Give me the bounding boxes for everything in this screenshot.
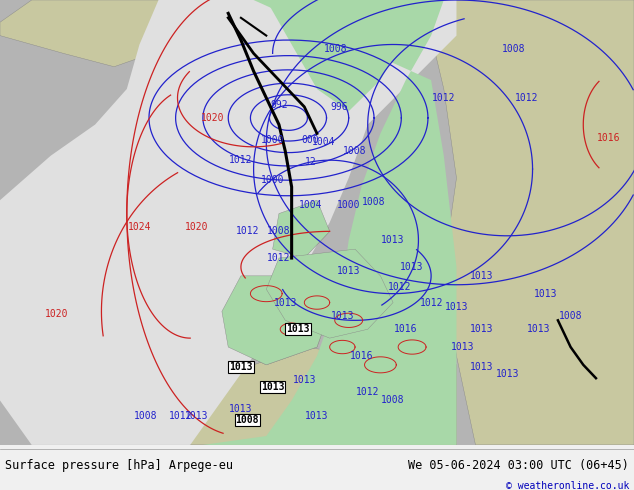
Text: 1000: 1000 — [337, 199, 361, 210]
Text: 1013: 1013 — [261, 382, 285, 392]
Polygon shape — [178, 347, 456, 445]
Text: 1013: 1013 — [337, 267, 361, 276]
Text: 1012: 1012 — [432, 93, 456, 103]
Text: 1013: 1013 — [286, 324, 310, 334]
Polygon shape — [222, 276, 330, 365]
Text: 1012: 1012 — [514, 93, 538, 103]
Text: 1008: 1008 — [381, 395, 405, 405]
Text: 1012: 1012 — [235, 226, 259, 236]
Text: 1008: 1008 — [343, 147, 367, 156]
Polygon shape — [266, 0, 412, 111]
Text: 1013: 1013 — [533, 289, 557, 298]
Text: 1013: 1013 — [495, 369, 519, 379]
Text: 1012: 1012 — [387, 282, 411, 292]
Text: 1013: 1013 — [305, 411, 329, 421]
Text: 12: 12 — [305, 157, 316, 168]
Text: 1020: 1020 — [45, 309, 69, 318]
Text: 1008: 1008 — [362, 197, 386, 207]
Text: 996: 996 — [330, 102, 348, 112]
Text: 1008: 1008 — [501, 44, 526, 54]
Text: 1013: 1013 — [229, 362, 253, 372]
Polygon shape — [412, 0, 634, 445]
Text: 1024: 1024 — [127, 222, 152, 232]
Text: 1016: 1016 — [349, 351, 373, 361]
Text: 1013: 1013 — [470, 324, 494, 334]
Text: 1000: 1000 — [261, 135, 285, 145]
Text: 1013: 1013 — [184, 411, 209, 421]
Text: 1012: 1012 — [229, 155, 253, 165]
Polygon shape — [222, 276, 330, 365]
Text: 1013: 1013 — [527, 324, 551, 334]
Text: 1008: 1008 — [559, 311, 583, 321]
Polygon shape — [203, 0, 456, 445]
Text: 000: 000 — [302, 135, 320, 145]
Text: 1012: 1012 — [356, 387, 380, 396]
Text: 1016: 1016 — [597, 133, 621, 143]
Text: 1012: 1012 — [267, 253, 291, 263]
Text: 1016: 1016 — [394, 324, 418, 334]
Text: We 05-06-2024 03:00 UTC (06+45): We 05-06-2024 03:00 UTC (06+45) — [408, 459, 629, 472]
Polygon shape — [241, 0, 368, 40]
Text: 1008: 1008 — [134, 411, 158, 421]
Text: 1008: 1008 — [267, 226, 291, 236]
Text: Surface pressure [hPa] Arpege-eu: Surface pressure [hPa] Arpege-eu — [5, 459, 233, 472]
Polygon shape — [0, 0, 456, 445]
Text: 1020: 1020 — [200, 113, 224, 123]
Text: 1013: 1013 — [273, 297, 297, 308]
Text: © weatheronline.co.uk: © weatheronline.co.uk — [505, 481, 629, 490]
Text: 1004: 1004 — [299, 199, 323, 210]
Text: 992: 992 — [270, 99, 288, 110]
Text: 1013: 1013 — [292, 375, 316, 386]
Text: 1013: 1013 — [470, 271, 494, 281]
Text: 1013: 1013 — [444, 302, 469, 312]
Polygon shape — [273, 200, 330, 258]
Text: 1008: 1008 — [324, 44, 348, 54]
Polygon shape — [266, 9, 393, 89]
Polygon shape — [0, 0, 203, 67]
Text: 1013: 1013 — [330, 311, 354, 321]
Text: 1013: 1013 — [451, 342, 475, 352]
Text: 1000: 1000 — [261, 175, 285, 185]
Text: 1008: 1008 — [235, 416, 259, 425]
Text: 1012: 1012 — [419, 297, 443, 308]
Polygon shape — [273, 200, 330, 258]
Text: 1004: 1004 — [311, 137, 335, 147]
Text: 1013: 1013 — [470, 362, 494, 372]
Polygon shape — [266, 249, 393, 338]
Text: 1020: 1020 — [184, 222, 209, 232]
Text: 1013: 1013 — [381, 235, 405, 245]
Polygon shape — [254, 200, 279, 231]
Polygon shape — [0, 0, 634, 445]
Text: 1013: 1013 — [229, 404, 253, 415]
Text: 1012: 1012 — [169, 411, 193, 421]
Text: 1013: 1013 — [400, 262, 424, 272]
